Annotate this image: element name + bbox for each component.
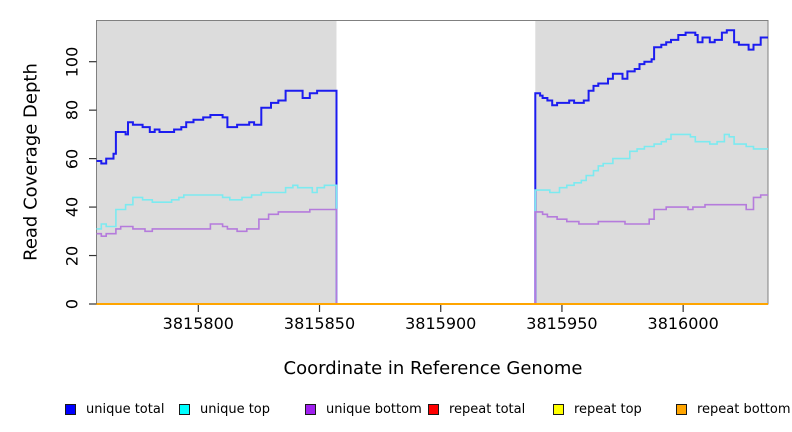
plot-region-left bbox=[96, 20, 337, 304]
series-unique-total bbox=[96, 29, 768, 305]
legend-swatch-repeat-bottom bbox=[676, 403, 687, 415]
legend-label: unique total bbox=[86, 401, 165, 417]
y-tick-label: 100 bbox=[62, 46, 82, 77]
y-axis-title: Read Coverage Depth bbox=[20, 63, 42, 261]
y-tick-label: 0 bbox=[62, 298, 82, 310]
y-tick-label: 40 bbox=[62, 196, 82, 218]
legend-swatch-repeat-total bbox=[428, 403, 439, 415]
legend-swatch-unique-total bbox=[65, 403, 76, 415]
x-axis-title: Coordinate in Reference Genome bbox=[283, 358, 583, 379]
x-tick-label: 3815850 bbox=[283, 314, 356, 333]
legend-item-unique-bottom: unique bottom bbox=[305, 401, 422, 417]
legend-label: unique top bbox=[200, 401, 271, 417]
plot-region-right bbox=[535, 20, 768, 304]
y-tick-label: 20 bbox=[62, 245, 82, 266]
x-tick-label: 3816000 bbox=[647, 314, 719, 333]
y-tick-label: 80 bbox=[62, 99, 82, 121]
legend-swatch-unique-top bbox=[179, 403, 190, 415]
series-unique-top bbox=[96, 133, 768, 305]
legend-label: unique bottom bbox=[326, 401, 422, 417]
x-tick-label: 3815950 bbox=[526, 314, 598, 333]
legend-label: repeat top bbox=[574, 401, 642, 417]
y-tick-label: 60 bbox=[62, 148, 82, 169]
x-tick-label: 3815900 bbox=[405, 314, 477, 333]
repeat-gap-region bbox=[336, 20, 536, 304]
legend-item-unique-top: unique top bbox=[179, 401, 271, 417]
legend-item-repeat-total: repeat total bbox=[428, 401, 526, 417]
x-tick-label: 3815800 bbox=[162, 314, 234, 333]
legend-swatch-unique-bottom bbox=[305, 403, 316, 415]
legend-item-repeat-bottom: repeat bottom bbox=[676, 401, 791, 417]
legend-label: repeat total bbox=[449, 401, 526, 417]
legend-item-unique-total: unique total bbox=[65, 401, 165, 417]
legend-item-repeat-top: repeat top bbox=[553, 401, 642, 417]
legend-label: repeat bottom bbox=[697, 401, 791, 417]
legend-swatch-repeat-top bbox=[553, 403, 564, 415]
